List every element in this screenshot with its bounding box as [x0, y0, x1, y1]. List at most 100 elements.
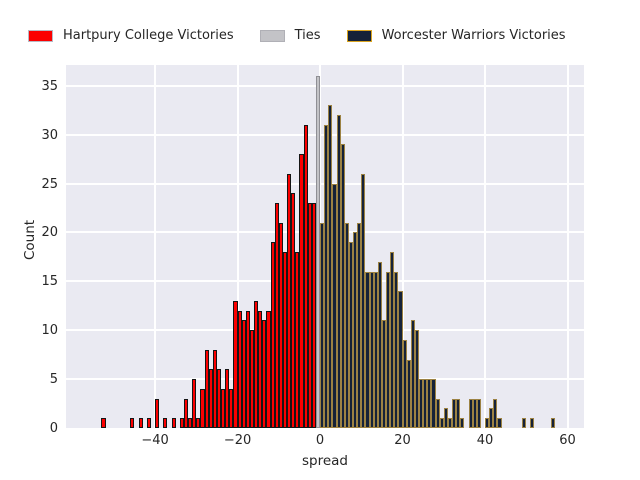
- histogram-bar: [266, 310, 271, 428]
- histogram-bar: [381, 320, 387, 428]
- histogram-bar: [315, 76, 321, 428]
- histogram-bar: [386, 271, 391, 428]
- histogram-bar: [204, 349, 209, 428]
- histogram-bar: [353, 232, 358, 428]
- histogram-bar: [278, 222, 283, 428]
- x-tick-label: 40: [476, 433, 494, 448]
- histogram-bar: [377, 261, 382, 428]
- histogram-bar: [427, 379, 432, 428]
- histogram-bar: [443, 408, 448, 428]
- histogram-bar: [348, 242, 354, 428]
- histogram-bar: [336, 115, 341, 428]
- histogram-bar: [468, 398, 473, 428]
- histogram-bar: [460, 418, 465, 428]
- histogram-bar: [192, 379, 197, 428]
- histogram-bar: [365, 271, 370, 428]
- histogram-bar: [229, 388, 234, 428]
- y-tick-label: 5: [49, 372, 58, 388]
- histogram-bar: [431, 379, 436, 428]
- histogram-bar: [551, 418, 556, 428]
- histogram-bar: [254, 300, 259, 428]
- histogram-bar: [249, 330, 255, 428]
- legend-item-ties: Ties: [259, 28, 321, 43]
- histogram-bar: [476, 398, 481, 428]
- x-axis-label: spread: [301, 453, 348, 469]
- histogram-bar: [414, 330, 420, 428]
- x-tick-label: 20: [394, 433, 411, 448]
- y-tick-label: 30: [41, 127, 58, 143]
- histogram-bar: [163, 418, 168, 428]
- histogram-bar: [138, 418, 143, 428]
- histogram-bar: [340, 144, 345, 428]
- histogram-bar: [196, 418, 201, 428]
- histogram-bar: [171, 418, 176, 428]
- histogram-bar: [258, 310, 263, 428]
- gridline-x--20: [236, 65, 239, 428]
- histogram-bar: [456, 398, 461, 428]
- histogram-bar: [398, 291, 403, 428]
- histogram-bar: [241, 320, 246, 428]
- histogram-bar: [270, 242, 275, 428]
- histogram-bar: [332, 183, 337, 428]
- histogram-bar: [188, 418, 193, 428]
- histogram-bar: [530, 418, 535, 428]
- legend: Hartpury College Victories Ties Worceste…: [28, 28, 566, 43]
- y-tick-label: 20: [41, 225, 58, 241]
- histogram-bar: [439, 418, 444, 428]
- histogram-bar: [423, 379, 428, 428]
- histogram-bar: [344, 222, 349, 428]
- histogram-bar: [299, 154, 304, 428]
- legend-item-hartpury: Hartpury College Victories: [28, 28, 234, 43]
- histogram-bar: [390, 252, 395, 428]
- histogram-bar: [402, 340, 407, 428]
- histogram-bar: [208, 369, 213, 428]
- histogram-bar: [435, 398, 440, 428]
- histogram-bar: [361, 173, 366, 428]
- histogram-bar: [295, 252, 300, 428]
- histogram-bar: [522, 418, 527, 428]
- histogram-bar: [493, 398, 498, 428]
- histogram-bar: [101, 418, 106, 428]
- histogram-bar: [291, 193, 296, 428]
- histogram-bar: [419, 379, 424, 428]
- histogram-bar: [245, 310, 250, 428]
- gridline-x--40: [154, 65, 157, 428]
- ties-swatch-icon: [259, 29, 285, 42]
- histogram-bar: [320, 222, 325, 428]
- gridline-x-60: [566, 65, 569, 428]
- y-tick-label: 10: [41, 323, 58, 339]
- y-tick-label: 0: [49, 421, 58, 436]
- histogram-bar: [472, 398, 477, 428]
- histogram-bar: [179, 418, 184, 428]
- hartpury-swatch-icon: [28, 29, 53, 42]
- histogram-bar: [237, 310, 242, 428]
- histogram-bar: [410, 320, 415, 428]
- histogram-bar: [307, 203, 312, 428]
- histogram-bar: [303, 124, 308, 428]
- gridline-y-35: [66, 84, 584, 87]
- gridline-x-40: [484, 65, 487, 428]
- histogram-bar: [373, 271, 378, 428]
- histogram-bar: [447, 418, 452, 428]
- y-tick-label: 35: [41, 78, 58, 94]
- histogram-bar: [200, 388, 205, 428]
- histogram-bar: [485, 418, 490, 428]
- histogram-bar: [155, 398, 160, 428]
- histogram-bar: [452, 398, 457, 428]
- x-tick-label: 0: [315, 433, 325, 448]
- histogram-bar: [221, 388, 226, 428]
- histogram-bar: [489, 408, 494, 428]
- legend-label-worcester: Worcester Warriors Victories: [381, 28, 566, 43]
- legend-label-ties: Ties: [294, 28, 321, 43]
- histogram-bar: [262, 320, 267, 428]
- histogram-bar: [406, 359, 411, 428]
- histogram-bar: [183, 398, 189, 428]
- histogram-bar: [287, 173, 292, 428]
- histogram-bar: [357, 222, 362, 428]
- y-tick-label: 25: [41, 176, 58, 192]
- worcester-swatch-icon: [346, 29, 372, 42]
- x-tick-label: −20: [223, 433, 252, 448]
- gridline-x-20: [401, 65, 404, 428]
- histogram-bar: [328, 105, 333, 428]
- y-tick-label: 15: [41, 274, 58, 290]
